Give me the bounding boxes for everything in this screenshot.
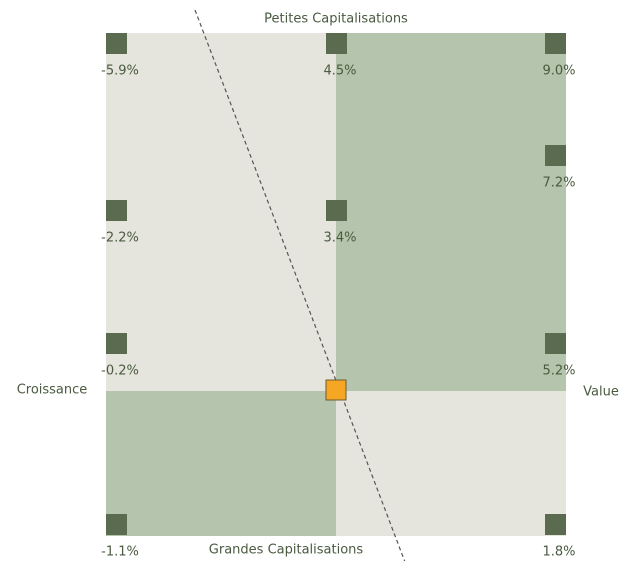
- node-label: 5.2%: [542, 364, 575, 379]
- quadrant: [106, 391, 336, 536]
- node-marker: [106, 514, 127, 535]
- quadrant: [106, 33, 336, 391]
- node-marker: [545, 514, 566, 535]
- trend-line: [194, 9, 406, 561]
- node-label: -1.1%: [101, 545, 139, 560]
- axis-label-right: Value: [583, 385, 619, 400]
- node-marker: [545, 145, 566, 166]
- node-marker: [106, 200, 127, 221]
- node-label: 4.5%: [323, 64, 356, 79]
- node-label: 9.0%: [542, 64, 575, 79]
- node-label: -2.2%: [101, 231, 139, 246]
- node-label: -5.9%: [101, 64, 139, 79]
- node-label: 7.2%: [542, 176, 575, 191]
- node-marker: [326, 33, 347, 54]
- node-marker: [545, 33, 566, 54]
- node-marker: [545, 333, 566, 354]
- current-position: [325, 379, 347, 401]
- axis-label-top: Petites Capitalisations: [264, 12, 408, 27]
- axis-label-left: Croissance: [17, 383, 88, 398]
- quadrant: [336, 391, 566, 536]
- node-label: 3.4%: [323, 231, 356, 246]
- node-label: 1.8%: [542, 545, 575, 560]
- nodes: -5.9% 4.5% 9.0% 7.2% -2.2% 3.4% -0.2% 5.2% -1.1%…: [101, 33, 576, 560]
- node-marker: [326, 200, 347, 221]
- axis-label-bottom: Grandes Capitalisations: [209, 543, 364, 558]
- node-marker: [106, 33, 127, 54]
- node-marker: [106, 333, 127, 354]
- node-label: -0.2%: [101, 364, 139, 379]
- quadrant: [336, 33, 566, 391]
